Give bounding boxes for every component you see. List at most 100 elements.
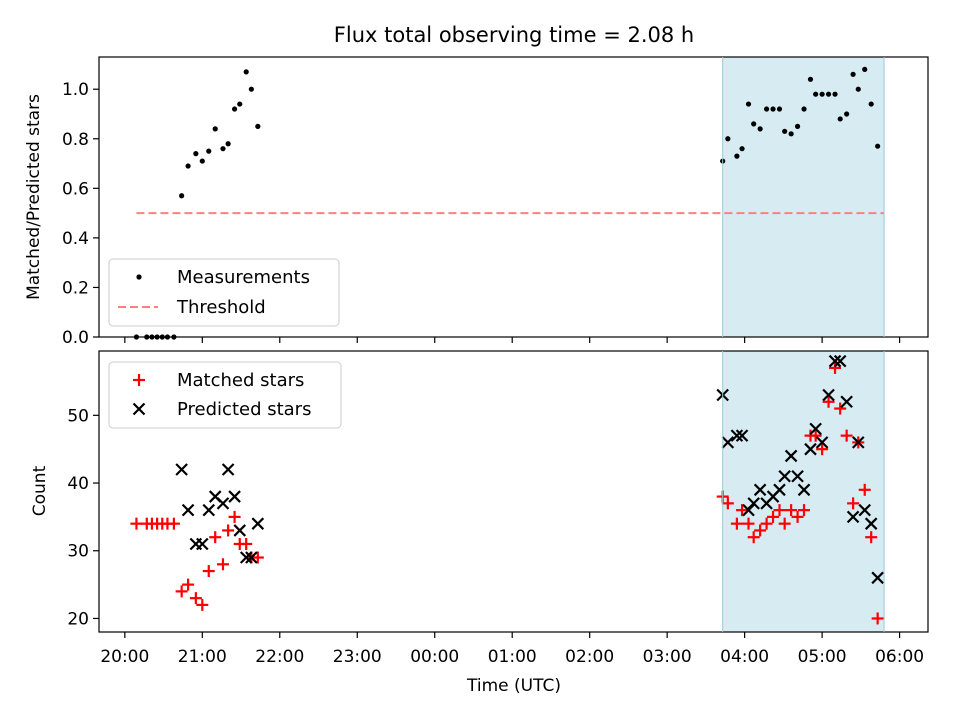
predicted-star-point xyxy=(828,354,842,368)
matched-legend-marker xyxy=(133,374,145,386)
count-x-tick-label: 23:00 xyxy=(333,647,382,667)
predicted-star-point xyxy=(233,524,247,537)
count-y-ticks: 20 30 40 50 xyxy=(67,406,99,629)
measurement-point xyxy=(807,76,814,82)
predicted-stars-points xyxy=(175,354,884,585)
matched-star-point xyxy=(228,510,241,523)
ratio-y-tick-label: 0.0 xyxy=(62,328,89,348)
matched-star-point xyxy=(189,592,202,605)
predicted-star-point xyxy=(730,429,744,442)
ratio-y-tick-label: 0.2 xyxy=(62,278,89,298)
count-panel: 20 30 40 50 20:00 21:00 22:00 23:00 00:00 01:00 0… xyxy=(30,350,929,696)
predicted-star-point xyxy=(791,469,804,483)
measurement-point xyxy=(837,116,843,122)
measurement-point xyxy=(751,121,757,127)
matched-star-point xyxy=(202,565,215,578)
predicted-star-point xyxy=(181,503,195,517)
predicted-star-point xyxy=(228,490,241,503)
matched-star-point xyxy=(791,510,804,523)
measurement-point xyxy=(225,141,231,147)
predicted-star-point xyxy=(809,422,822,436)
measurement-point xyxy=(832,91,838,97)
matched-star-point xyxy=(721,497,734,510)
predicted-star-point xyxy=(778,469,791,483)
count-x-ticks: 20:00 21:00 22:00 23:00 00:00 01:00 02:00 03:00… xyxy=(100,632,924,667)
predicted-star-point xyxy=(833,354,847,368)
measurement-point xyxy=(819,91,825,97)
matched-star-point xyxy=(822,395,835,408)
measurement-point xyxy=(237,101,243,107)
measurement-point xyxy=(185,163,191,169)
measurement-point xyxy=(220,146,226,152)
matched-star-point xyxy=(809,429,822,442)
predicted-star-point xyxy=(864,517,878,530)
count-legend: Matched stars Predicted stars xyxy=(108,361,342,429)
ratio-y-tick-label: 0.6 xyxy=(62,179,89,199)
measurement-points xyxy=(133,66,881,340)
ratio-y-tick-label: 0.4 xyxy=(62,229,89,249)
measurement-point xyxy=(739,146,745,152)
threshold-legend-label: Threshold xyxy=(176,297,266,318)
matched-star-point xyxy=(222,524,235,537)
count-x-tick-label: 21:00 xyxy=(178,647,227,667)
count-x-tick-label: 06:00 xyxy=(875,647,924,667)
matched-star-point xyxy=(167,517,180,530)
predicted-star-point xyxy=(840,395,853,409)
count-y-axis-label: Count xyxy=(30,465,50,516)
measurement-point xyxy=(255,123,261,129)
matched-star-point xyxy=(798,504,811,517)
predicted-star-point xyxy=(175,463,188,476)
measurement-point xyxy=(725,136,731,142)
ratio-y-ticks: 0.0 0.2 0.4 0.6 0.8 1.0 xyxy=(62,80,99,348)
predicted-star-point xyxy=(784,449,798,463)
predicted-star-point xyxy=(871,571,884,585)
measurement-point xyxy=(825,91,832,97)
shaded-interval xyxy=(722,57,885,337)
ratio-y-tick-label: 1.0 xyxy=(62,80,89,100)
measurement-point xyxy=(179,193,185,199)
ratio-x-ticks xyxy=(124,337,901,343)
predicted-star-point xyxy=(773,483,786,497)
matched-star-point xyxy=(209,531,222,544)
count-x-tick-label: 03:00 xyxy=(643,647,692,667)
x-axis-label: Time (UTC) xyxy=(466,676,561,696)
measurement-point xyxy=(193,151,199,157)
matched-star-point xyxy=(240,537,253,550)
matched-stars-points xyxy=(130,361,884,625)
predicted-star-point xyxy=(858,503,872,517)
measurement-point xyxy=(212,126,218,132)
matched-star-point xyxy=(196,598,209,611)
measurement-point xyxy=(862,66,868,72)
chart-title: Flux total observing time = 2.08 h xyxy=(334,23,694,47)
ratio-y-tick-label: 0.8 xyxy=(62,130,89,150)
matched-star-point xyxy=(834,402,847,415)
measurement-point xyxy=(875,143,881,149)
ratio-legend-box xyxy=(108,258,340,327)
predicted-star-point xyxy=(815,436,829,449)
measurement-point xyxy=(813,91,819,97)
predicted-legend-label: Predicted stars xyxy=(177,399,311,420)
measurements-legend-label: Measurements xyxy=(177,267,310,288)
predicted-star-point xyxy=(196,537,209,551)
predicted-star-point xyxy=(846,510,860,524)
measurement-point xyxy=(206,148,212,154)
measurement-point xyxy=(850,71,856,77)
ratio-y-axis-label: Matched/Predicted stars xyxy=(24,94,44,300)
matched-star-point xyxy=(742,517,755,530)
predicted-star-point xyxy=(239,551,253,564)
predicted-star-point xyxy=(742,503,755,517)
count-y-tick-label: 50 xyxy=(67,406,89,426)
measurement-point xyxy=(734,153,740,159)
measurement-point xyxy=(788,131,794,137)
matched-star-point xyxy=(754,524,767,537)
matched-star-point xyxy=(175,585,188,598)
predicted-star-point xyxy=(216,497,230,510)
matched-star-point xyxy=(182,578,195,591)
matched-star-point xyxy=(829,361,842,374)
matched-star-point xyxy=(760,517,773,530)
measurement-point xyxy=(248,86,254,92)
predicted-star-point xyxy=(747,497,760,510)
predicted-star-point xyxy=(797,483,811,497)
measurement-point xyxy=(776,106,783,112)
